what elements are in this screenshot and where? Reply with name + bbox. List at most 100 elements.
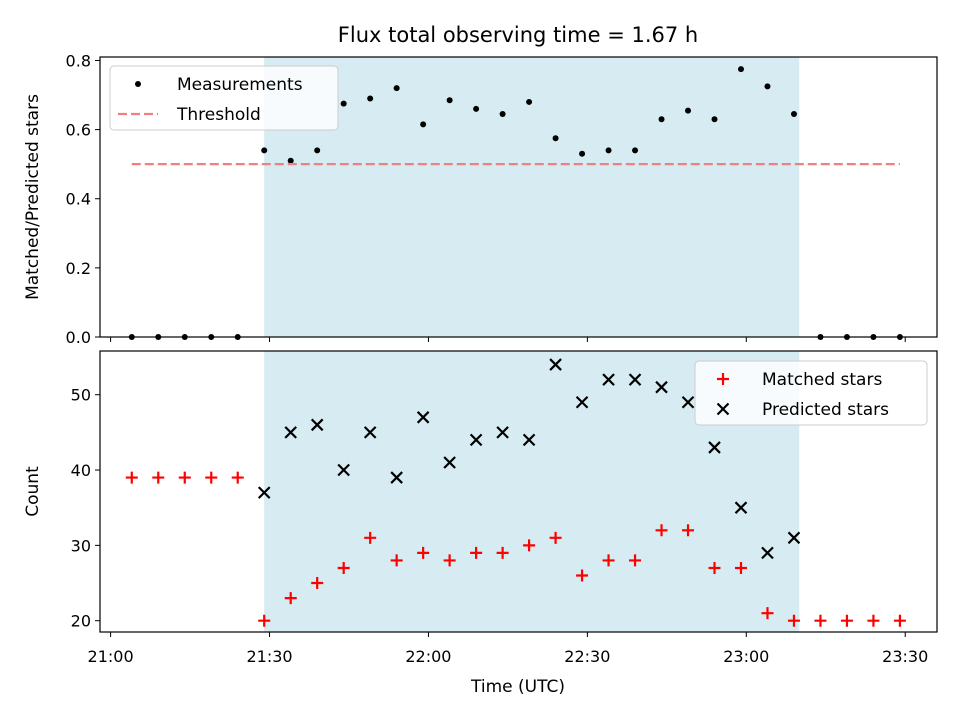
measurements-point [737,66,744,73]
y-tick-label: 40 [71,461,91,480]
matched-stars-point [337,561,350,574]
y-tick-label: 0.4 [66,190,91,209]
matched-stars-point [761,607,774,620]
measurements-point [579,150,586,157]
matched-stars-point [682,524,695,537]
y-tick-label: 0.6 [66,121,91,140]
y-tick-label: 0.2 [66,259,91,278]
legend-box [109,65,339,131]
y-axis-label: Count [23,466,43,517]
axes-frame [99,56,938,338]
predicted-stars-point [575,395,589,409]
measurements-point [473,105,480,112]
matched-stars-point [390,554,403,567]
matched-stars-point [814,614,827,627]
axes-frame [99,350,938,633]
measurements-point [711,116,718,123]
matched-stars-point [629,554,642,567]
matched-stars-point [470,546,483,559]
predicted-stars-point [310,418,324,432]
measurements-point [261,147,268,154]
predicted-stars-point [549,358,562,371]
predicted-stars-point [655,380,668,394]
measurements-point [340,100,347,107]
predicted-stars-point [257,486,271,499]
matched-stars-point [417,546,430,559]
matched-stars-point [708,561,721,574]
predicted-stars-point [443,456,456,469]
predicted-stars-point [734,501,748,514]
top-panel-ratio-plot: 0.0 0.2 0.4 0.6 0.8 Matched/Predicted stars Me… [23,51,938,347]
x-tick-label: 22:30 [564,647,610,666]
matched-stars-point [576,569,589,582]
predicted-stars-point [363,426,377,439]
matched-stars-point [205,471,218,484]
y-tick-label: 30 [71,536,91,555]
matched-stars-point [231,471,244,484]
measurements-point [526,98,533,105]
measurements-point [632,147,639,154]
matched-stars-point [125,471,138,484]
measurements-point [499,111,506,118]
matched-stars-point [602,554,615,567]
predicted-stars-point [284,426,297,439]
legend: Matched stars Predicted stars [694,360,928,426]
legend: Measurements Threshold [109,65,339,131]
matched-stars-point [496,546,509,559]
legend-predicted-stars-swatch [716,402,730,416]
legend-matched-stars-label: Matched stars [762,370,882,390]
matched-stars-point [258,614,271,627]
predicted-stars-point [787,531,801,545]
measurements-point [685,107,692,114]
y-tick-label: 50 [71,386,91,405]
x-tick-label: 23:30 [882,647,928,666]
legend-box [694,360,928,426]
measurements-point [314,147,321,154]
matched-stars-point [840,614,853,627]
x-tick-label: 21:30 [246,647,292,666]
matched-stars-point [787,614,800,627]
predicted-stars-point [761,546,774,560]
predicted-stars-point [469,433,483,447]
predicted-stars-point [416,411,430,424]
y-tick-label: 20 [71,612,91,631]
predicted-stars-point [681,395,695,409]
predicted-stars-point [602,373,615,386]
y-tick-label: 0.8 [66,51,91,70]
legend-predicted-stars-label: Predicted stars [762,400,889,420]
predicted-stars-point [708,441,721,454]
measurements-point [605,147,612,154]
matched-stars-point [523,539,536,552]
measurements-point [446,97,453,104]
matched-stars-point [152,471,165,484]
matched-stars-point [549,531,562,544]
predicted-stars-point [390,471,403,484]
measurements-point [420,121,427,128]
matched-stars-point [893,614,906,627]
legend-matched-stars-swatch [717,373,729,385]
measurements-point [393,85,400,92]
measurements-point [658,116,665,123]
matched-stars-point [178,471,191,484]
matched-stars-point [284,592,297,605]
measurements-point [552,135,559,142]
observing-span-shade [264,57,800,337]
measurements-point [790,111,797,118]
x-tick-label: 22:00 [405,647,451,666]
predicted-stars-point [628,373,642,386]
predicted-stars-point [522,433,536,447]
matched-stars-point [311,577,324,590]
x-axis-label: Time (UTC) [470,677,565,697]
legend-measurements-label: Measurements [177,75,303,95]
x-tick-label: 21:00 [88,647,134,666]
measurements-point [367,95,374,102]
matched-stars-point [867,614,880,627]
measurements-point [764,83,771,90]
matched-stars-point [443,554,456,567]
legend-measurements-swatch [135,81,141,87]
bottom-panel-count-plot: 20 30 40 50 21:00 21:30 22:00 22:30 23:00 23:30 Co… [23,350,938,666]
y-axis-label: Matched/Predicted stars [23,94,43,300]
x-tick-label: 23:00 [723,647,769,666]
predicted-stars-point [496,426,509,439]
